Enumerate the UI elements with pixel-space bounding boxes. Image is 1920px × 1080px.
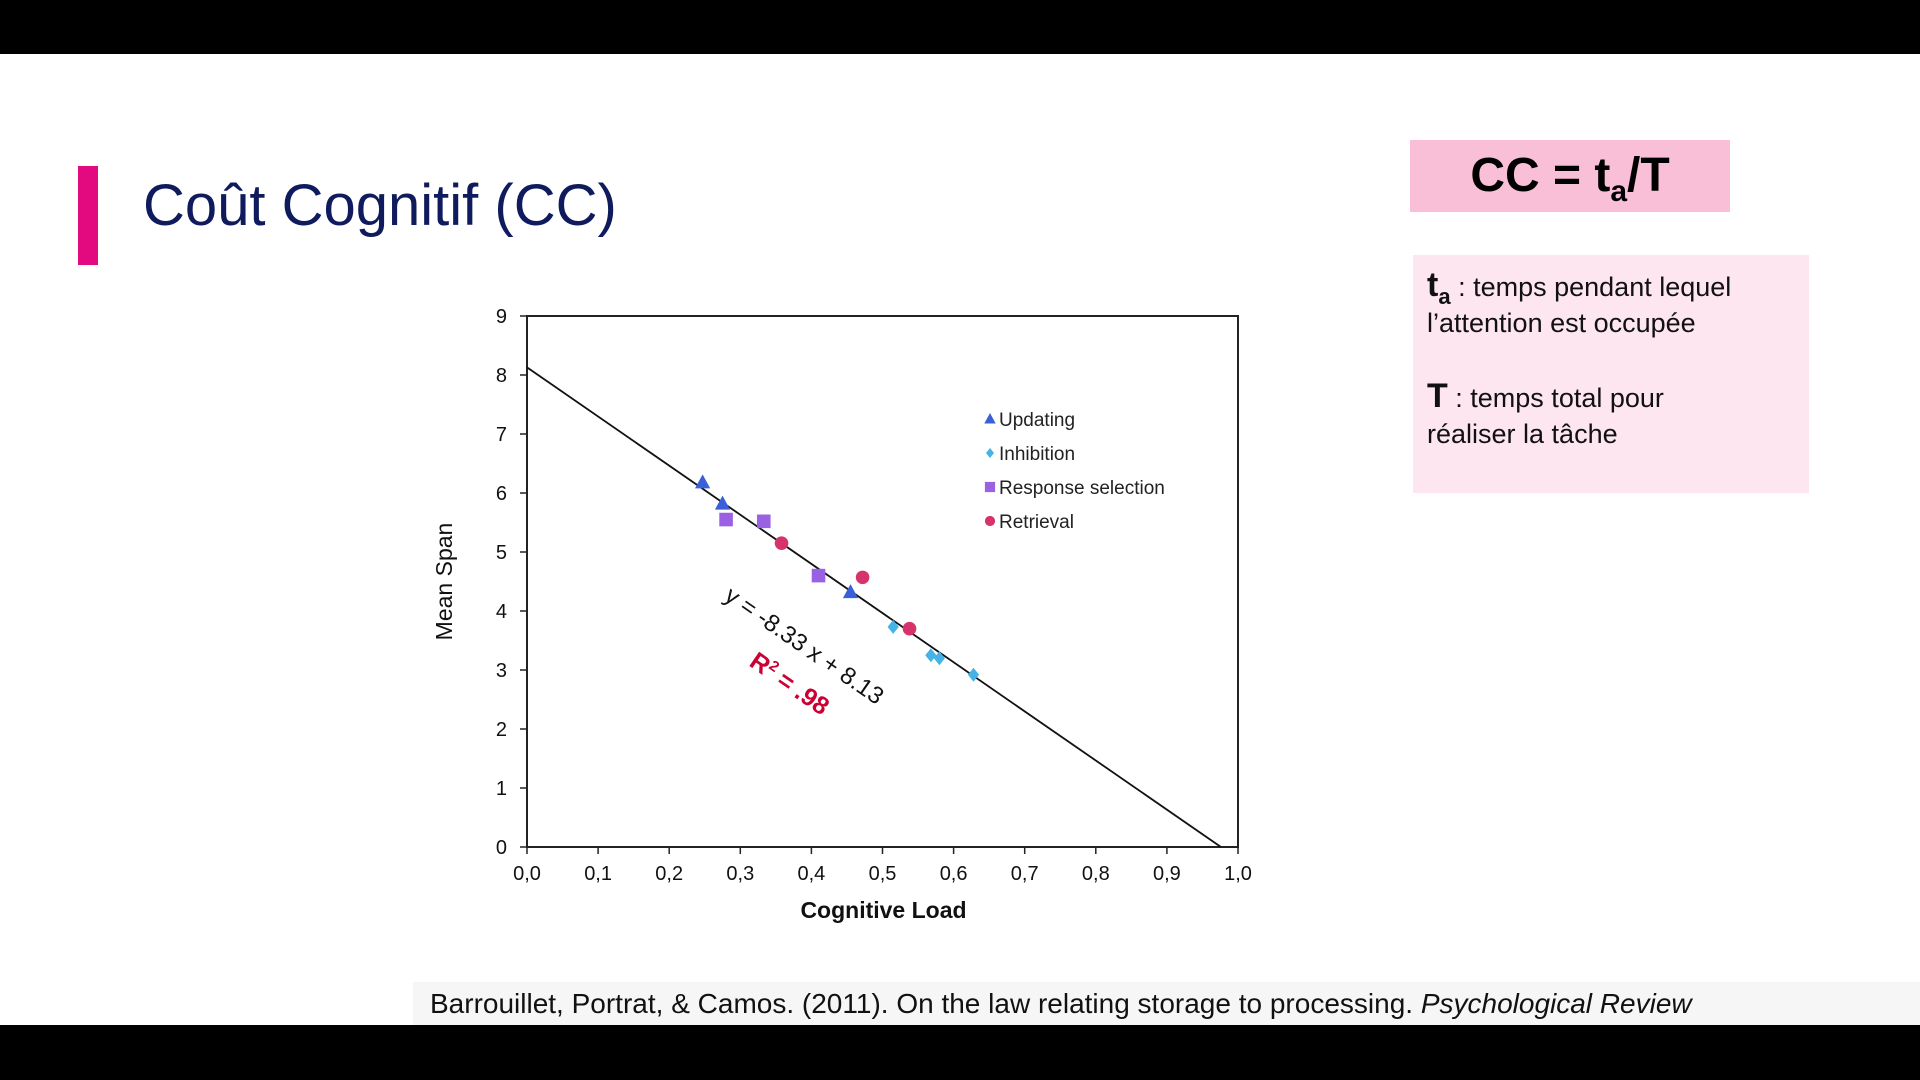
- point-retrieval: [855, 570, 870, 585]
- point-response-selection: [811, 568, 826, 583]
- y-tick-label: 6: [496, 483, 507, 505]
- x-tick-label: 0,7: [1011, 863, 1039, 885]
- point-inhibition: [925, 648, 937, 663]
- citation-text: Barrouillet, Portrat, & Camos. (2011). O…: [430, 988, 1421, 1019]
- point-updating: [842, 584, 859, 599]
- x-tick-label: 1,0: [1224, 863, 1252, 885]
- regression-layer: [526, 366, 1222, 848]
- definition-ta-text-line2: l’attention est occupée: [1427, 308, 1696, 338]
- regression-line: [526, 366, 1222, 848]
- x-tick-label: 0,0: [513, 863, 541, 885]
- legend-marker-inhibition: [986, 448, 994, 458]
- point-retrieval: [902, 621, 917, 636]
- plot-frame: [526, 315, 1239, 848]
- point-response-selection: [719, 512, 733, 527]
- definition-T-text: : temps total pour: [1447, 383, 1664, 413]
- x-tick-label: 0,3: [726, 863, 754, 885]
- y-tick-label: 0: [496, 837, 507, 859]
- y-tick-label: 4: [496, 601, 507, 623]
- point-inhibition: [967, 667, 980, 682]
- slide: Coût Cognitif (CC) CC = ta/T ta : temps …: [0, 54, 1920, 1025]
- y-tick-label: 2: [496, 719, 507, 741]
- legend-label-inhibition: Inhibition: [999, 444, 1075, 465]
- definition-ta: ta : temps pendant lequel l’attention es…: [1427, 267, 1731, 341]
- x-axis-label: Cognitive Load: [800, 897, 966, 923]
- y-tick-label: 1: [496, 778, 507, 800]
- x-tick-label: 0,6: [940, 863, 968, 885]
- y-tick-label: 9: [496, 306, 507, 328]
- legend-marker-retrieval: [984, 515, 996, 527]
- y-axis-label: Mean Span: [431, 523, 457, 641]
- formula-rhs: /T: [1627, 149, 1670, 202]
- point-inhibition: [887, 619, 899, 634]
- point-updating: [714, 495, 731, 510]
- formula-lhs: CC = t: [1470, 149, 1611, 202]
- legend-label-retrieval: Retrieval: [999, 512, 1074, 533]
- y-tick-label: 3: [496, 660, 507, 682]
- citation-journal: Psychological Review: [1420, 988, 1692, 1019]
- x-tick-label: 0,9: [1153, 863, 1181, 885]
- definition-T-text-line2: réaliser la tâche: [1427, 419, 1618, 449]
- slide-title: Coût Cognitif (CC): [143, 173, 617, 238]
- x-tick-label: 0,2: [655, 863, 683, 885]
- definition-ta-symbol: ta: [1427, 266, 1451, 309]
- definition-T-symbol: T: [1427, 377, 1448, 415]
- definition-ta-text: : temps pendant lequel: [1450, 272, 1732, 302]
- point-response-selection: [756, 514, 771, 529]
- definitions-box: ta : temps pendant lequel l’attention es…: [1413, 255, 1809, 493]
- y-tick-label: 8: [496, 365, 507, 387]
- x-tick-label: 0,8: [1082, 863, 1110, 885]
- point-updating: [695, 474, 711, 489]
- chart-legend: Updating Inhibition Response selection Retr…: [984, 410, 1165, 533]
- formula-box: CC = ta/T: [1410, 140, 1730, 212]
- y-tick-label: 5: [496, 542, 507, 564]
- legend-marker-response-selection: [984, 481, 996, 493]
- title-accent-bar: [78, 166, 98, 265]
- chart-axes: 0,0 0,1 0,2 0,3 0,4 0,5 0,6 0,7 0,8 0,9 1,0 0 1 2 3 4 5 6…: [431, 306, 1252, 923]
- point-retrieval: [774, 536, 789, 550]
- scatter-chart: 0,0 0,1 0,2 0,3 0,4 0,5 0,6 0,7 0,8 0,9 1,0 0 1 2 3 4 5 6…: [431, 306, 1252, 923]
- definition-T: T : temps total pour réaliser la tâche: [1427, 378, 1664, 452]
- legend-label-response-selection: Response selection: [999, 478, 1165, 499]
- formula-subscript: a: [1610, 175, 1628, 208]
- x-tick-label: 0,5: [869, 863, 897, 885]
- point-inhibition: [933, 651, 945, 666]
- x-tick-label: 0,1: [584, 863, 612, 885]
- citation: Barrouillet, Portrat, & Camos. (2011). O…: [413, 982, 1920, 1025]
- x-tick-label: 0,4: [797, 863, 825, 885]
- legend-label-updating: Updating: [999, 410, 1075, 431]
- y-tick-label: 7: [496, 424, 507, 446]
- points-layer: [695, 474, 980, 682]
- legend-marker-updating: [984, 413, 996, 424]
